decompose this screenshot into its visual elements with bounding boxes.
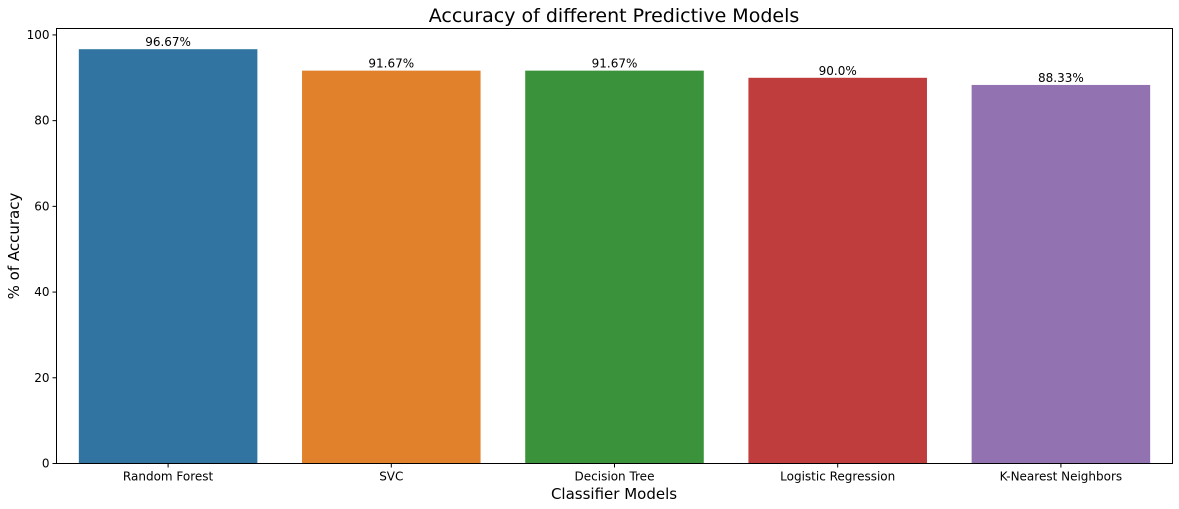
bar-1 [302,70,481,464]
x-tick-label-2: Decision Tree [575,470,655,484]
x-tick-label-1: SVC [379,470,403,484]
bar-4 [971,84,1151,464]
y-tick-label-0: 0 [42,457,50,471]
x-tick-label-4: K-Nearest Neighbors [1000,470,1123,484]
y-tick-label-3: 60 [34,199,49,213]
y-tick-label-2: 40 [34,285,49,299]
bar-3 [748,77,927,464]
bar-value-label-4: 88.33% [1038,71,1084,85]
bar-labels-group: 96.67% 91.67% 91.67% 90.0% 88.33% [145,35,1084,85]
bar-0 [78,49,258,464]
y-tick-label-1: 20 [34,371,49,385]
y-axis: 0 20 40 60 80 100 [27,28,57,471]
y-tick-label-4: 80 [34,114,49,128]
x-axis: Random Forest SVC Decision Tree Logistic Re… [123,463,1123,484]
y-tick-label-5: 100 [27,28,50,42]
bar-value-label-0: 96.67% [145,35,191,49]
x-tick-label-0: Random Forest [123,470,214,484]
plot-frame [56,28,1173,464]
y-axis-label: % of Accuracy [5,193,23,300]
chart-title: Accuracy of different Predictive Models [429,5,800,27]
bar-value-label-1: 91.67% [368,57,414,71]
x-axis-label: Classifier Models [551,485,677,503]
x-tick-label-3: Logistic Regression [780,470,895,484]
bars-group [78,49,1151,464]
bar-value-label-3: 90.0% [819,64,857,78]
bar-2 [525,70,704,464]
bar-value-label-2: 91.67% [592,57,638,71]
